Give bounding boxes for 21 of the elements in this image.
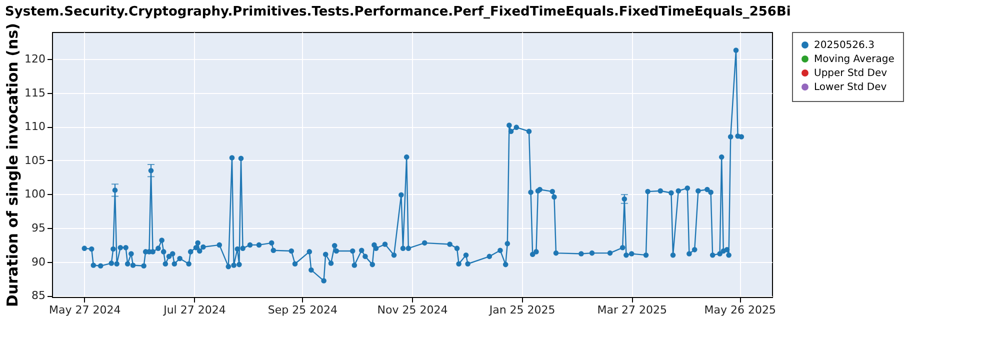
x-tick-label: Nov 25 2024 xyxy=(377,304,448,316)
y-tick-label: 90 xyxy=(32,255,46,268)
x-tick-label: May 26 2025 xyxy=(704,304,776,316)
y-tick-label: 105 xyxy=(24,154,46,167)
y-tick-label: 110 xyxy=(24,120,46,134)
y-axis-title: Duration of single invocation (ns) xyxy=(4,23,22,307)
y-tick-label: 95 xyxy=(32,222,46,235)
y-tick-label: 115 xyxy=(24,86,46,100)
y-tick-label: 120 xyxy=(24,52,46,66)
x-tick-label: May 27 2024 xyxy=(49,304,121,316)
y-tick-label: 100 xyxy=(24,188,46,201)
x-tick-label: Mar 27 2025 xyxy=(597,304,667,316)
x-tick-label: Sep 25 2024 xyxy=(268,304,338,316)
x-tick-label: Jul 27 2024 xyxy=(162,304,226,316)
y-tick-label: 85 xyxy=(32,289,46,302)
chart-title: System.Security.Cryptography.Primitives.Tests.Performance.Perf_FixedTimeEquals.FixedTimeEquals_256Bi xyxy=(5,4,791,20)
legend-label: Lower Std Dev xyxy=(814,82,887,93)
legend-label: 20250526.3 xyxy=(814,40,874,51)
x-tick-label: Jan 25 2025 xyxy=(488,304,556,316)
legend-label: Moving Average xyxy=(814,54,894,65)
legend-label: Upper Std Dev xyxy=(814,68,888,79)
